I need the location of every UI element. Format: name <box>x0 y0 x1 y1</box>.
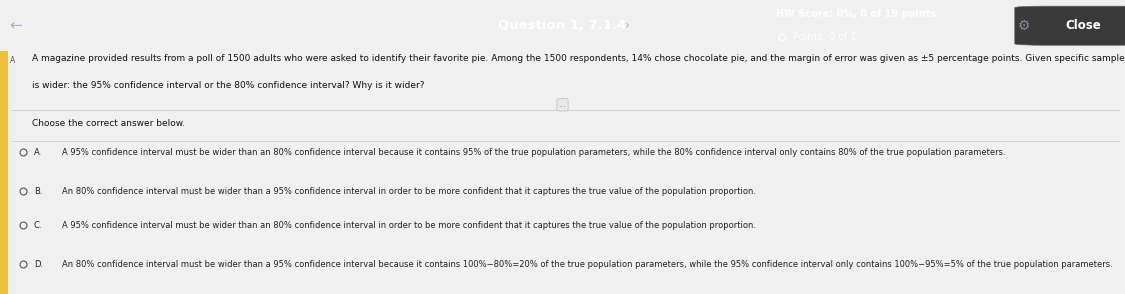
Text: A 95% confidence interval must be wider than an 80% confidence interval because : A 95% confidence interval must be wider … <box>62 148 1006 158</box>
Text: A.: A. <box>34 148 42 158</box>
Text: ‹: ‹ <box>498 19 503 32</box>
Text: A 95% confidence interval must be wider than an 80% confidence interval in order: A 95% confidence interval must be wider … <box>62 221 756 230</box>
Text: ←: ← <box>9 18 21 33</box>
Text: Question 1, 7.1.4: Question 1, 7.1.4 <box>498 19 627 32</box>
Text: A magazine provided results from a poll of 1500 adults who were asked to identif: A magazine provided results from a poll … <box>32 54 1125 63</box>
Text: B.: B. <box>34 187 43 196</box>
Text: Points: 0 of 1: Points: 0 of 1 <box>793 32 857 42</box>
Text: Choose the correct answer below.: Choose the correct answer below. <box>32 119 184 128</box>
Text: ⚙: ⚙ <box>1017 19 1030 33</box>
Text: An 80% confidence interval must be wider than a 95% confidence interval in order: An 80% confidence interval must be wider… <box>62 187 756 196</box>
Text: D.: D. <box>34 260 43 269</box>
Text: is wider: the 95% confidence interval or the 80% confidence interval? Why is it : is wider: the 95% confidence interval or… <box>32 81 424 90</box>
Text: C.: C. <box>34 221 43 230</box>
Text: ›: › <box>626 19 630 32</box>
Text: A: A <box>9 56 15 65</box>
Bar <box>0 51 8 294</box>
Text: Close: Close <box>1065 19 1101 32</box>
FancyBboxPatch shape <box>1015 6 1125 45</box>
Text: ...: ... <box>558 100 567 109</box>
Text: HW Score: 0%, 0 of 19 points: HW Score: 0%, 0 of 19 points <box>776 9 936 19</box>
Text: An 80% confidence interval must be wider than a 95% confidence interval because : An 80% confidence interval must be wider… <box>62 260 1113 269</box>
